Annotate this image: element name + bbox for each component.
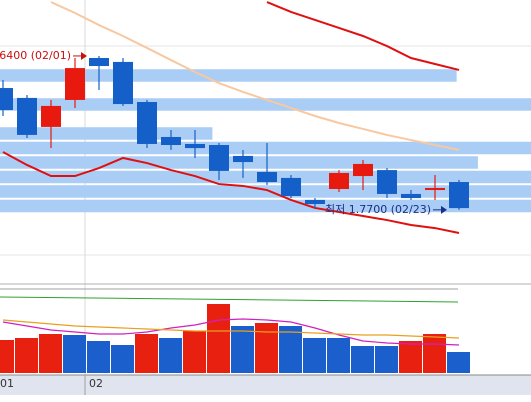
volume-bar [375, 346, 398, 373]
volume-bar [63, 335, 86, 373]
candle-body [65, 68, 85, 100]
candle-body [41, 105, 61, 127]
volume-bar [279, 326, 302, 373]
volume-bar [351, 346, 374, 373]
price-band [0, 199, 531, 213]
moving-average [2, 151, 460, 235]
candle-body [257, 171, 277, 183]
volume-bar [303, 338, 326, 373]
candle-body [233, 155, 253, 163]
volume-bar [135, 334, 158, 373]
candle-body [353, 163, 373, 177]
annotation: 최저 1.7700 (02/23) [325, 203, 431, 216]
candle-body [113, 61, 133, 105]
candle-body [161, 136, 181, 145]
candle-body [329, 172, 349, 190]
reference-line [0, 296, 459, 303]
volume-average [2, 318, 460, 346]
volume-average [2, 319, 460, 339]
price-band [0, 185, 531, 198]
volume-bar [0, 340, 14, 373]
annotation: 6400 (02/01) [0, 49, 71, 62]
candle-body [449, 182, 469, 209]
price-band [0, 127, 213, 140]
volume-bar [231, 326, 254, 373]
volume-bar [399, 341, 422, 373]
volume-bar [207, 304, 230, 373]
volume-bar [327, 338, 350, 373]
candle-body [89, 58, 109, 67]
volume-bar [159, 338, 182, 373]
candle-body [401, 193, 421, 199]
x-tick-label: 01 [0, 377, 14, 390]
volume-bar [87, 341, 110, 373]
x-axis-strip [0, 375, 531, 395]
price-band [0, 141, 531, 155]
volume-bar [111, 345, 134, 373]
annotation-arrowhead [81, 51, 87, 60]
volume-bar [183, 331, 206, 373]
candle-body [377, 170, 397, 194]
candle-body [281, 177, 301, 197]
volume-bar [15, 338, 38, 373]
moving-average [266, 1, 460, 71]
volume-bar [423, 334, 446, 373]
candle-body [0, 88, 13, 111]
x-tick-label: 02 [89, 377, 103, 390]
candle-body [137, 102, 157, 144]
candle-body [425, 187, 445, 191]
volume-bar [255, 323, 278, 373]
volume-bar [447, 352, 470, 373]
volume-bar [39, 334, 62, 373]
moving-average [50, 1, 460, 151]
candle-body [185, 143, 205, 149]
candle-body [305, 199, 325, 205]
candle-body [17, 97, 37, 135]
candle-body [209, 145, 229, 171]
annotation-arrowhead [441, 205, 447, 214]
